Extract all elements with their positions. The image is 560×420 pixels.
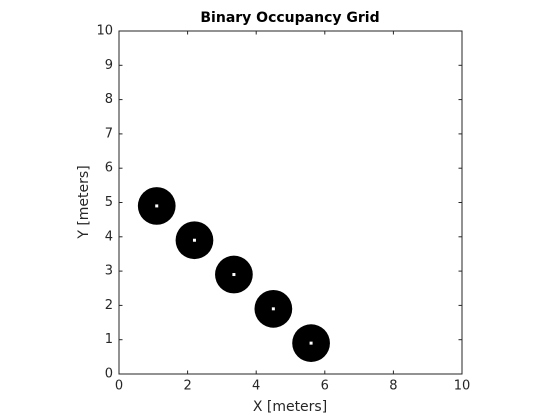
y-tick-label: 7 <box>105 126 113 141</box>
x-tick-label: 10 <box>454 379 471 394</box>
x-tick-label: 8 <box>389 379 397 394</box>
x-tick-label: 0 <box>115 379 123 394</box>
y-tick-label: 8 <box>105 92 113 107</box>
obstacle-center <box>271 307 275 311</box>
y-tick-label: 9 <box>105 58 113 73</box>
obstacle-center <box>192 238 196 242</box>
y-tick-label: 6 <box>105 161 113 176</box>
y-axis-label: Y [meters] <box>76 165 92 239</box>
x-axis-label: X [meters] <box>253 399 327 415</box>
axes-box <box>118 30 463 375</box>
y-tick-label: 2 <box>105 298 113 313</box>
obstacle-center <box>155 204 159 208</box>
obstacle-center <box>309 341 313 345</box>
chart-title: Binary Occupancy Grid <box>200 10 379 26</box>
x-tick-label: 6 <box>321 379 329 394</box>
y-tick-label: 5 <box>105 195 113 210</box>
obstacle-center <box>232 273 236 277</box>
x-tick-label: 4 <box>252 379 260 394</box>
y-tick-label: 4 <box>105 229 113 244</box>
axes-background <box>119 31 462 374</box>
y-tick-label: 1 <box>105 332 113 347</box>
y-tick-label: 10 <box>96 24 113 39</box>
y-tick-label: 0 <box>105 367 113 382</box>
y-tick-label: 3 <box>105 264 113 279</box>
x-tick-label: 2 <box>183 379 191 394</box>
